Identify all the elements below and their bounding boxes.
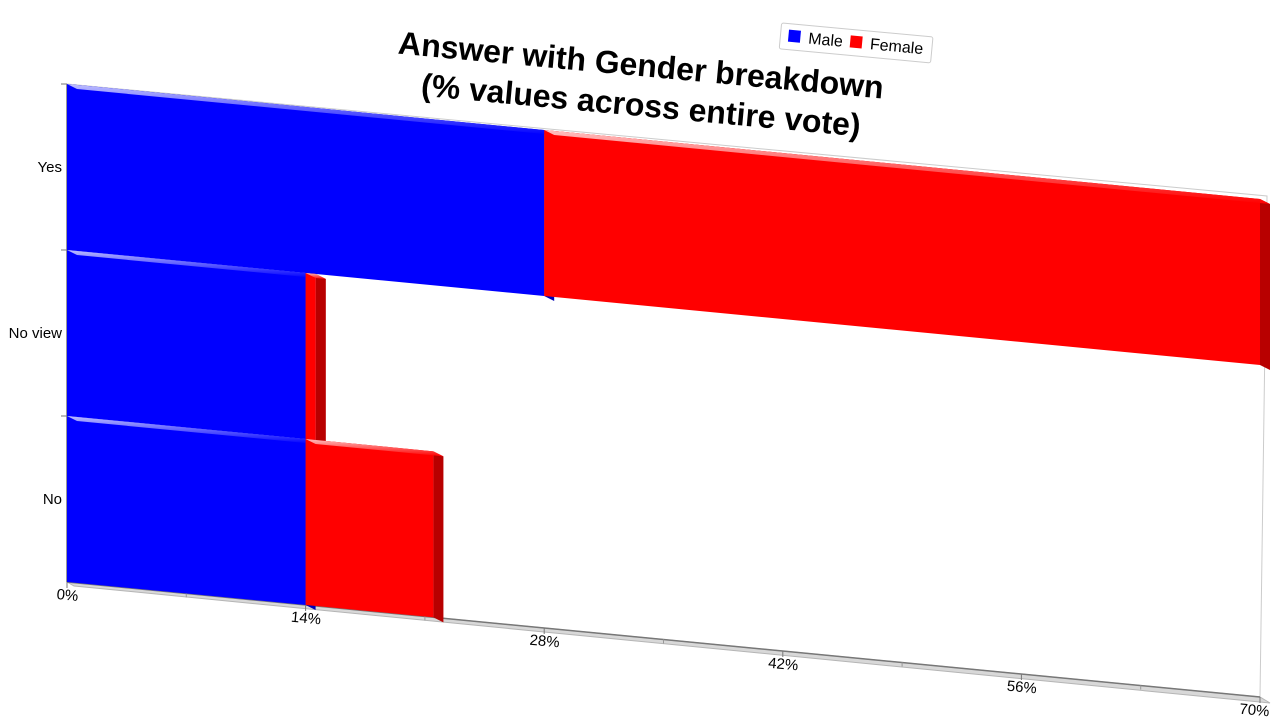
- bar-top-highlight: [67, 250, 316, 278]
- bar-top-highlight: [305, 439, 444, 457]
- x-tick-label: 42%: [767, 655, 798, 675]
- bar-no-view-male: [67, 250, 316, 444]
- y-tick-label-no-view: No view: [9, 325, 63, 342]
- bars-group: [67, 84, 1270, 623]
- bar-yes-male: [67, 84, 555, 301]
- legend-label-female[interactable]: Female: [869, 36, 924, 58]
- legend: Male Female: [778, 22, 934, 64]
- x-tick-label: 0%: [56, 586, 79, 605]
- legend-swatch-male[interactable]: [787, 29, 801, 43]
- axis-ticks-group: Yes No view No 0% 14% 28% 42% 56% 70%: [9, 83, 1270, 720]
- x-tick-label: 56%: [1006, 678, 1037, 698]
- bar-front-face: [67, 250, 306, 439]
- x-tick-label: 14%: [290, 609, 321, 629]
- bar-front-face: [305, 273, 316, 440]
- bar-top-highlight: [67, 84, 555, 135]
- bar-no-female: [305, 439, 444, 623]
- bar-yes-female: [544, 130, 1270, 370]
- y-tick-label-yes: Yes: [38, 159, 62, 176]
- bar-side-face: [1260, 199, 1270, 370]
- legend-label-male[interactable]: Male: [807, 31, 843, 51]
- x-tick-label: 70%: [1239, 701, 1270, 720]
- bar-top-highlight: [305, 273, 326, 279]
- bar-front-face: [305, 439, 434, 618]
- bar-front-face: [67, 84, 545, 296]
- bar-no-male: [67, 416, 316, 610]
- bar-front-face: [544, 130, 1260, 365]
- x-tick-label: 28%: [529, 632, 560, 652]
- bar-no-view-female: [305, 273, 326, 445]
- bar-side-face: [433, 451, 444, 623]
- bar-top-highlight: [544, 130, 1270, 204]
- legend-swatch-female[interactable]: [849, 35, 863, 49]
- bar-top-highlight: [67, 416, 316, 444]
- bar-front-face: [67, 416, 306, 605]
- y-tick-label-no: No: [43, 491, 62, 508]
- bar-side-face: [315, 273, 326, 445]
